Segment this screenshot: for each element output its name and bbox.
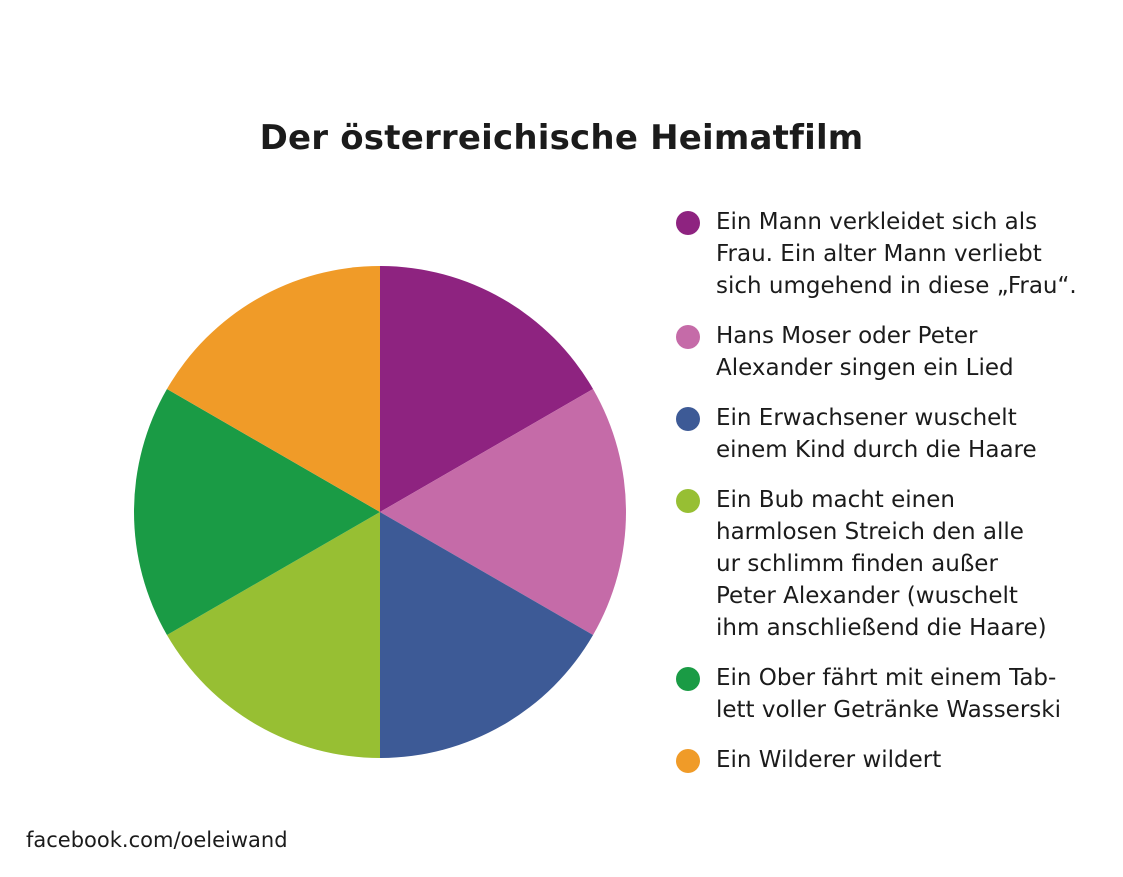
- legend-item: Hans Moser oder Peter Alexander singen e…: [676, 320, 1116, 384]
- legend-swatch: [676, 749, 700, 773]
- pie-slice-5: [134, 389, 380, 635]
- legend-item: Ein Bub macht einen harmlosen Streich de…: [676, 484, 1116, 644]
- pie-slice-3: [380, 512, 594, 758]
- pie-slice-2: [380, 389, 626, 635]
- legend-swatch: [676, 325, 700, 349]
- legend-label: Ein Erwachsener wuschelt einem Kind durc…: [716, 405, 1037, 463]
- source-footer: facebook.com/oeleiwand: [26, 828, 288, 852]
- legend-swatch: [676, 211, 700, 235]
- legend-item: Ein Erwachsener wuschelt einem Kind durc…: [676, 402, 1116, 466]
- legend-label: Ein Bub macht einen harmlosen Streich de…: [716, 487, 1047, 641]
- legend-swatch: [676, 667, 700, 691]
- pie-slice-6: [166, 266, 380, 512]
- legend-label: Ein Mann verkleidet sich als Frau. Ein a…: [716, 209, 1077, 299]
- legend-swatch: [676, 489, 700, 513]
- pie-chart: [134, 266, 626, 758]
- legend-swatch: [676, 407, 700, 431]
- legend-label: Ein Ober fährt mit einem Tab- lett volle…: [716, 665, 1061, 723]
- pie-slice-4: [166, 512, 380, 758]
- legend: Ein Mann verkleidet sich als Frau. Ein a…: [676, 206, 1116, 776]
- legend-label: Hans Moser oder Peter Alexander singen e…: [716, 323, 1014, 381]
- chart-title: Der österreichische Heimatfilm: [259, 118, 864, 158]
- legend-item: Ein Mann verkleidet sich als Frau. Ein a…: [676, 206, 1116, 302]
- legend-item: Ein Wilderer wildert: [676, 744, 1116, 776]
- legend-item: Ein Ober fährt mit einem Tab- lett volle…: [676, 662, 1116, 726]
- pie-slice-1: [380, 266, 594, 512]
- legend-label: Ein Wilderer wildert: [716, 747, 942, 773]
